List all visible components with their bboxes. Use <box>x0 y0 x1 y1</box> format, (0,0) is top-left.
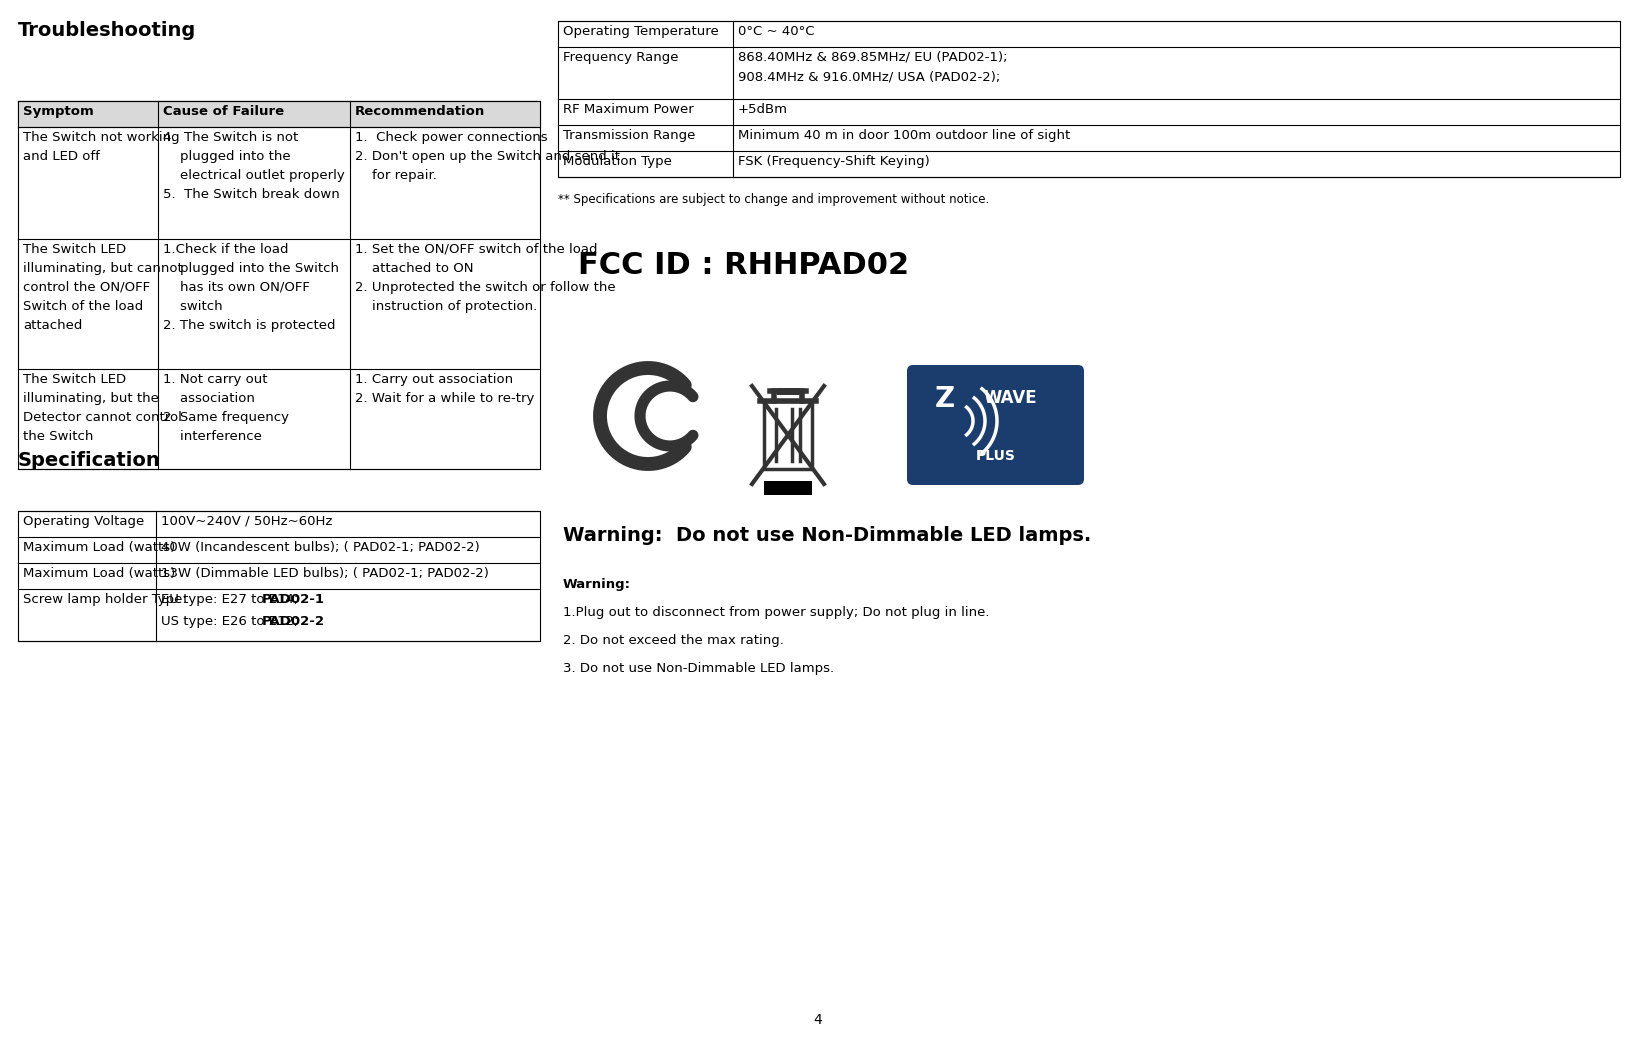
Text: Z: Z <box>935 385 954 413</box>
Text: Minimum 40 m in door 100m outdoor line of sight: Minimum 40 m in door 100m outdoor line o… <box>738 129 1071 142</box>
Text: Modulation Type: Modulation Type <box>563 155 671 168</box>
Text: 4.  The Switch is not
    plugged into the
    electrical outlet properly
5.  Th: 4. The Switch is not plugged into the el… <box>164 131 345 201</box>
Text: 1. Not carry out
    association
2. Same frequency
    interference: 1. Not carry out association 2. Same fre… <box>164 373 290 443</box>
Text: Transmission Range: Transmission Range <box>563 129 696 142</box>
Text: RF Maximum Power: RF Maximum Power <box>563 103 694 116</box>
Text: 868.40MHz & 869.85MHz/ EU (PAD02-1);
908.4MHz & 916.0MHz/ USA (PAD02-2);: 868.40MHz & 869.85MHz/ EU (PAD02-1); 908… <box>738 51 1007 83</box>
Text: The Switch LED
illuminating, but cannot
control the ON/OFF
Switch of the load
at: The Switch LED illuminating, but cannot … <box>23 243 183 332</box>
Bar <box>764 401 812 469</box>
Bar <box>18 101 540 469</box>
Bar <box>764 481 812 496</box>
Text: 0°C ~ 40°C: 0°C ~ 40°C <box>738 25 815 39</box>
Text: Specification: Specification <box>18 451 160 469</box>
Text: Warning:  Do not use Non-Dimmable LED lamps.: Warning: Do not use Non-Dimmable LED lam… <box>563 526 1092 545</box>
Text: Cause of Failure: Cause of Failure <box>164 105 285 118</box>
Text: Recommendation: Recommendation <box>355 105 485 118</box>
Text: PAD02-2: PAD02-2 <box>262 615 326 628</box>
Text: PLUS: PLUS <box>976 449 1015 463</box>
Text: US type: E26 to E12;: US type: E26 to E12; <box>160 615 303 628</box>
Text: Symptom: Symptom <box>23 105 93 118</box>
Text: Maximum Load (watts): Maximum Load (watts) <box>23 541 175 554</box>
Text: 1. Carry out association
2. Wait for a while to re-try: 1. Carry out association 2. Wait for a w… <box>355 373 534 405</box>
FancyBboxPatch shape <box>907 365 1084 485</box>
Text: Maximum Load (watts): Maximum Load (watts) <box>23 567 175 580</box>
Text: Operating Temperature: Operating Temperature <box>563 25 719 39</box>
Text: 13W (Dimmable LED bulbs); ( PAD02-1; PAD02-2): 13W (Dimmable LED bulbs); ( PAD02-1; PAD… <box>160 567 489 580</box>
Bar <box>18 101 540 127</box>
Text: 1.Check if the load
    plugged into the Switch
    has its own ON/OFF
    switc: 1.Check if the load plugged into the Swi… <box>164 243 339 332</box>
Text: Warning:: Warning: <box>563 578 630 591</box>
Text: The Switch LED
illuminating, but the
Detector cannot control
the Switch: The Switch LED illuminating, but the Det… <box>23 373 182 443</box>
Text: WAVE: WAVE <box>984 389 1038 407</box>
Text: 40W (Incandescent bulbs); ( PAD02-1; PAD02-2): 40W (Incandescent bulbs); ( PAD02-1; PAD… <box>160 541 480 554</box>
Text: PAD02-1: PAD02-1 <box>262 593 326 606</box>
Text: 1.  Check power connections
2. Don't open up the Switch and send it
    for repa: 1. Check power connections 2. Don't open… <box>355 131 620 182</box>
Text: FSK (Frequency-Shift Keying): FSK (Frequency-Shift Keying) <box>738 155 930 168</box>
Text: Screw lamp holder Type:: Screw lamp holder Type: <box>23 593 187 606</box>
Text: EU type: E27 to E14;: EU type: E27 to E14; <box>160 593 303 606</box>
Text: 1. Set the ON/OFF switch of the load
    attached to ON
2. Unprotected the switc: 1. Set the ON/OFF switch of the load att… <box>355 243 616 313</box>
Text: Troubleshooting: Troubleshooting <box>18 21 196 40</box>
Text: FCC ID : RHHPAD02: FCC ID : RHHPAD02 <box>578 251 909 280</box>
Text: Frequency Range: Frequency Range <box>563 51 678 64</box>
Text: 3. Do not use Non-Dimmable LED lamps.: 3. Do not use Non-Dimmable LED lamps. <box>563 662 835 675</box>
Bar <box>558 21 1621 177</box>
Text: 4: 4 <box>814 1013 822 1027</box>
Bar <box>18 511 540 641</box>
Text: 2. Do not exceed the max rating.: 2. Do not exceed the max rating. <box>563 634 784 648</box>
Text: +5dBm: +5dBm <box>738 103 787 116</box>
Text: 100V~240V / 50Hz~60Hz: 100V~240V / 50Hz~60Hz <box>160 515 332 528</box>
Text: The Switch not working
and LED off: The Switch not working and LED off <box>23 131 180 163</box>
Text: 1.Plug out to disconnect from power supply; Do not plug in line.: 1.Plug out to disconnect from power supp… <box>563 606 989 619</box>
Text: ** Specifications are subject to change and improvement without notice.: ** Specifications are subject to change … <box>558 193 989 206</box>
Text: Operating Voltage: Operating Voltage <box>23 515 144 528</box>
